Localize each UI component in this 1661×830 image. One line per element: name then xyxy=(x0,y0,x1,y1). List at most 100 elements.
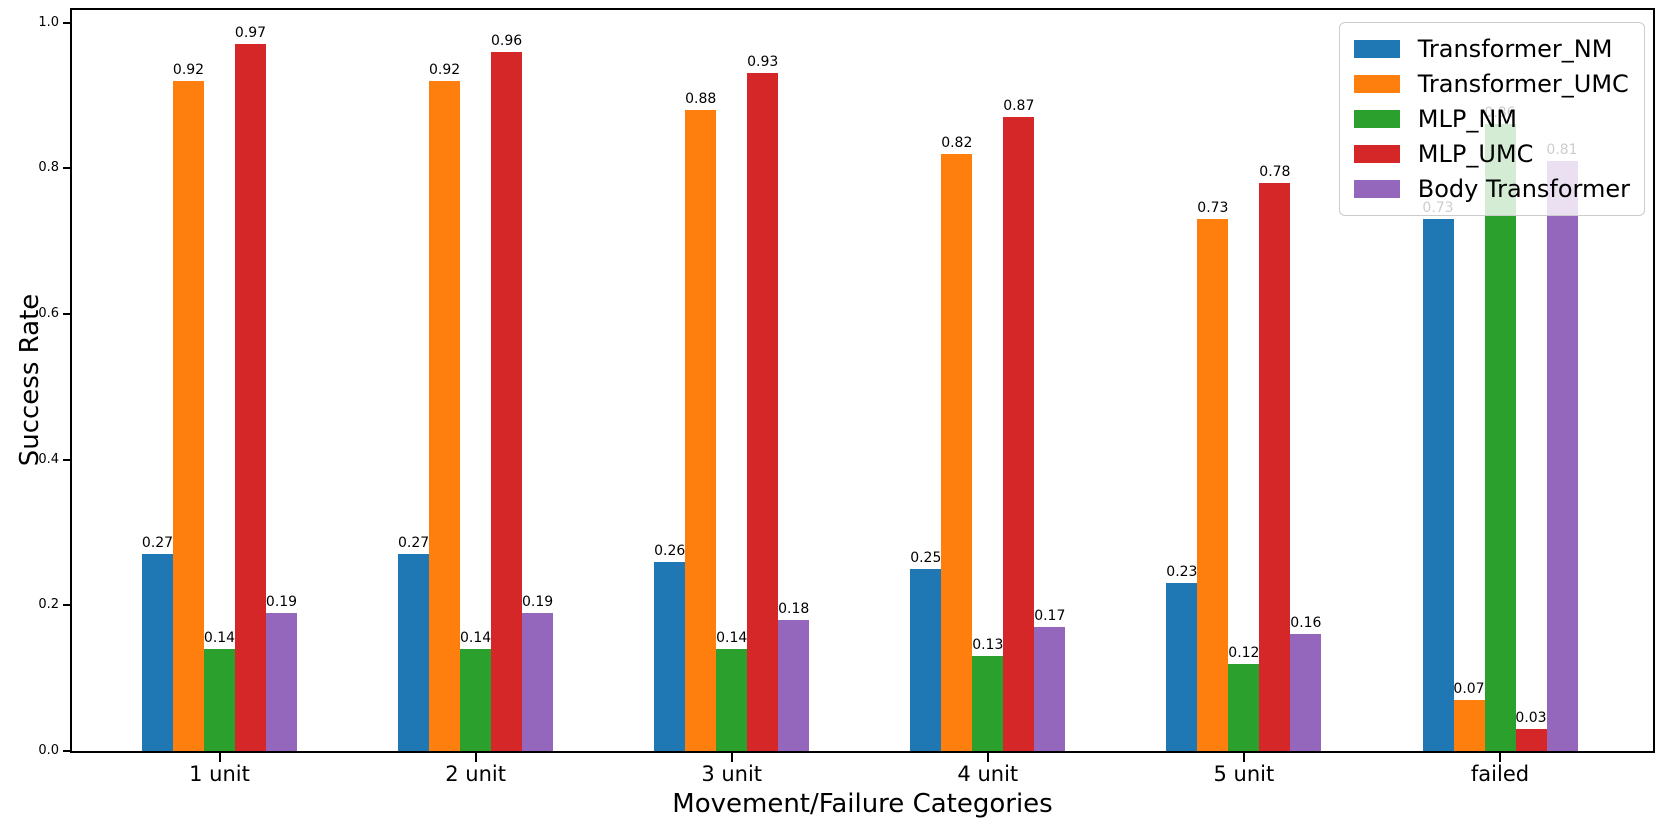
bar xyxy=(1515,729,1547,751)
bar xyxy=(1422,219,1454,751)
legend-item: MLP_NM xyxy=(1353,103,1630,135)
x-axis-label: Movement/Failure Categories xyxy=(672,789,1053,819)
x-tick-label: failed xyxy=(1470,762,1530,786)
legend-label: Body Transformer xyxy=(1417,175,1630,203)
bar-value-label: 0.03 xyxy=(1515,710,1547,727)
bar xyxy=(1228,663,1260,751)
bar-value-label: 0.25 xyxy=(910,549,942,566)
bar xyxy=(1166,583,1198,751)
legend-label: Transformer_UMC xyxy=(1417,70,1629,98)
bar xyxy=(235,44,266,751)
bar-value-label: 0.14 xyxy=(460,630,492,646)
legend-swatch-icon xyxy=(1353,110,1400,128)
bar xyxy=(1290,634,1322,751)
legend-item: Transformer_NM xyxy=(1353,33,1630,65)
bar xyxy=(716,649,748,751)
bar-value-label: 0.92 xyxy=(429,61,461,78)
y-tick-label: 0.4 xyxy=(38,451,59,467)
bar-value-label: 0.19 xyxy=(265,593,298,610)
bar-value-label: 0.19 xyxy=(522,593,554,610)
bar xyxy=(173,80,204,751)
legend-swatch-icon xyxy=(1353,75,1400,93)
bar-value-label: 0.88 xyxy=(685,90,717,107)
legend-label: MLP_NM xyxy=(1417,105,1517,133)
bar-value-label: 0.93 xyxy=(747,54,779,71)
x-tick-label: 3 unit xyxy=(701,762,763,786)
y-tick xyxy=(63,21,72,24)
x-tick-label: 4 unit xyxy=(957,762,1019,786)
bar xyxy=(685,109,717,751)
bar-value-label: 0.73 xyxy=(1197,200,1229,217)
y-axis-label: Success Rate xyxy=(15,293,45,467)
x-tick xyxy=(1242,753,1245,762)
bar xyxy=(972,656,1004,751)
bar xyxy=(1003,117,1035,751)
bar-value-label: 0.27 xyxy=(141,535,174,552)
bar xyxy=(1453,700,1485,751)
bar xyxy=(460,649,492,751)
y-tick xyxy=(63,458,72,461)
bar xyxy=(1259,182,1291,751)
legend-label: MLP_UMC xyxy=(1417,140,1534,168)
bar-value-label: 0.16 xyxy=(1290,615,1322,632)
bar xyxy=(1197,219,1229,751)
bar-value-label: 0.97 xyxy=(234,25,267,42)
bar-value-label: 0.27 xyxy=(398,535,430,552)
bar-value-label: 0.07 xyxy=(1453,681,1485,697)
bar xyxy=(398,554,430,751)
bar xyxy=(1484,124,1516,751)
x-tick xyxy=(474,753,477,762)
x-tick-label: 5 unit xyxy=(1213,762,1275,786)
bar-value-label: 0.87 xyxy=(1003,98,1035,115)
y-tick xyxy=(63,604,72,607)
legend: Transformer_NM Transformer_UMC MLP_NM MLP_U… xyxy=(1338,22,1645,216)
y-tick xyxy=(63,167,72,170)
bar-value-label: 0.23 xyxy=(1166,564,1198,581)
bar xyxy=(429,80,461,751)
bar xyxy=(1546,160,1578,751)
bar xyxy=(204,649,235,751)
bar xyxy=(747,73,779,751)
bar-value-label: 0.13 xyxy=(972,637,1004,654)
bar xyxy=(266,612,297,751)
x-tick xyxy=(218,753,221,762)
y-tick-label: 0.8 xyxy=(38,160,59,176)
bar xyxy=(654,561,686,751)
y-tick xyxy=(63,750,72,752)
y-tick-label: 1.0 xyxy=(38,14,59,30)
bar-value-label: 0.14 xyxy=(203,630,236,646)
legend-item: Transformer_UMC xyxy=(1353,68,1630,100)
legend-item: Body Transformer xyxy=(1353,173,1630,205)
y-tick-label: 0.2 xyxy=(38,597,59,613)
bar-value-label: 0.78 xyxy=(1259,163,1291,180)
y-tick-label: 0.0 xyxy=(38,743,59,758)
bar xyxy=(910,568,942,751)
x-tick xyxy=(730,753,733,762)
legend-label: Transformer_NM xyxy=(1417,35,1613,63)
bar xyxy=(522,612,554,751)
bar-value-label: 0.92 xyxy=(172,61,205,78)
y-tick xyxy=(63,312,72,315)
bar-value-label: 0.96 xyxy=(491,32,523,49)
legend-swatch-icon xyxy=(1353,180,1400,198)
bar-value-label: 0.18 xyxy=(778,600,810,617)
bar xyxy=(941,153,973,751)
bar xyxy=(778,619,810,751)
bar xyxy=(142,554,173,751)
x-tick xyxy=(986,753,989,762)
x-tick-label: 1 unit xyxy=(189,762,250,786)
legend-swatch-icon xyxy=(1353,145,1400,163)
bar-value-label: 0.17 xyxy=(1034,608,1066,625)
x-tick-label: 2 unit xyxy=(445,762,506,786)
bar-value-label: 0.14 xyxy=(716,630,748,646)
x-tick xyxy=(1499,753,1501,762)
bar xyxy=(491,51,523,751)
y-tick-label: 0.6 xyxy=(38,305,59,321)
legend-swatch-icon xyxy=(1353,40,1400,58)
bar-value-label: 0.12 xyxy=(1228,644,1260,661)
bar-value-label: 0.82 xyxy=(941,134,973,151)
bar-value-label: 0.26 xyxy=(654,542,686,559)
bar xyxy=(1034,627,1066,751)
legend-item: MLP_UMC xyxy=(1353,138,1630,170)
